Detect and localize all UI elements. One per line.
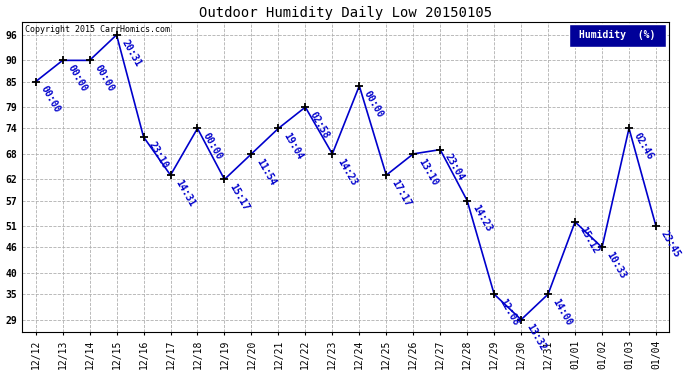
Text: 00:00: 00:00 (39, 84, 62, 115)
Text: 00:00: 00:00 (362, 88, 386, 119)
Text: 00:00: 00:00 (200, 131, 224, 162)
Text: 14:23: 14:23 (470, 203, 493, 234)
Text: 20:31: 20:31 (119, 38, 143, 68)
Text: 12:08: 12:08 (497, 297, 520, 327)
Text: 15:17: 15:17 (227, 182, 250, 213)
Text: 17:17: 17:17 (389, 178, 413, 209)
Text: Copyright 2015 CarrHomics.com: Copyright 2015 CarrHomics.com (26, 25, 170, 34)
Text: 10:33: 10:33 (605, 250, 628, 280)
Text: 02:58: 02:58 (308, 110, 331, 140)
Title: Outdoor Humidity Daily Low 20150105: Outdoor Humidity Daily Low 20150105 (199, 6, 493, 20)
Text: 00:00: 00:00 (92, 63, 116, 94)
Text: 14:31: 14:31 (173, 178, 197, 209)
Text: 23:10: 23:10 (146, 140, 170, 170)
Text: 00:00: 00:00 (66, 63, 89, 94)
Text: 13:32: 13:32 (524, 322, 547, 353)
Text: Humidity  (%): Humidity (%) (580, 30, 656, 40)
Text: 13:10: 13:10 (416, 157, 440, 187)
Text: 23:04: 23:04 (443, 152, 466, 183)
Text: 14:00: 14:00 (551, 297, 574, 327)
Text: 14:23: 14:23 (335, 157, 358, 187)
Text: 02:46: 02:46 (632, 131, 655, 162)
Text: 15:12: 15:12 (578, 225, 601, 255)
Text: 11:54: 11:54 (254, 157, 277, 187)
Text: 19:04: 19:04 (281, 131, 304, 162)
FancyBboxPatch shape (569, 24, 667, 47)
Text: 23:45: 23:45 (659, 229, 682, 260)
